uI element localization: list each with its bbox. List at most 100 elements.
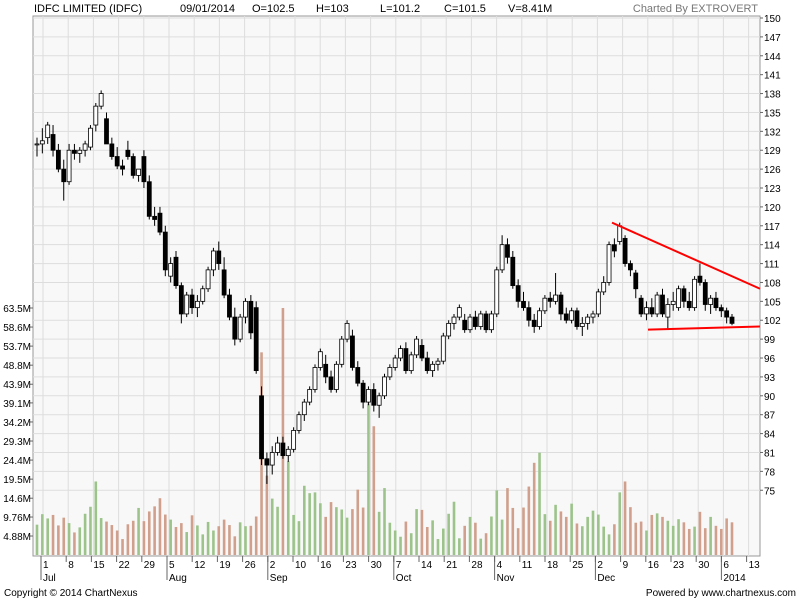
volume-bar (458, 538, 461, 555)
candle-body (221, 269, 227, 296)
volume-bar (613, 524, 616, 555)
volume-bar (447, 513, 450, 555)
volume-bar (164, 514, 167, 555)
candle-body (323, 363, 329, 378)
candle-body (510, 256, 516, 287)
volume-bar (703, 528, 707, 555)
candle-body (654, 294, 660, 315)
volume-bar (516, 528, 520, 555)
candle-up (194, 295, 200, 318)
candle-body (376, 395, 382, 406)
candle-body (184, 294, 190, 315)
candle-up (88, 125, 93, 151)
volume-bar (415, 509, 418, 555)
volume-bar (532, 462, 536, 555)
volume-bar (687, 528, 691, 555)
candle-down (130, 153, 136, 179)
candle-body (237, 316, 243, 340)
date-tick-label: 4 (497, 560, 503, 571)
volume-bar (570, 503, 573, 555)
candle-up (275, 436, 280, 456)
candle-body (205, 269, 211, 290)
candle-up (451, 313, 457, 330)
price-tick-label: 120 (764, 203, 781, 214)
candle-body (382, 376, 387, 397)
candle-up (285, 446, 291, 462)
candle-up (392, 354, 398, 371)
candle-down (114, 147, 120, 170)
date-tick-label: 15 (93, 560, 105, 571)
candle-down (697, 263, 703, 286)
candle-up (243, 298, 248, 324)
price-tick-label: 150 (764, 14, 781, 25)
candle-body (344, 322, 350, 340)
candle-down (547, 291, 553, 308)
volume-bar (121, 539, 124, 555)
candle-down (189, 288, 195, 314)
volume-bar (393, 530, 397, 555)
month-label: Aug (169, 573, 187, 584)
price-tick-label: 114 (764, 241, 780, 252)
volume-bar (404, 521, 408, 555)
volume-bar (180, 523, 183, 555)
volume-bar (730, 522, 734, 555)
candle-body (285, 448, 291, 457)
volume-tick-label: 43.9M (3, 380, 31, 391)
candle-down (72, 143, 77, 160)
volume-bar (698, 511, 702, 555)
candle-down (253, 301, 259, 374)
candle-body (574, 310, 580, 327)
date-tick-label: 23 (345, 560, 357, 571)
price-tick-label: 108 (764, 278, 781, 289)
price-tick-label: 90 (764, 392, 776, 403)
volume-bar (506, 488, 509, 555)
volume-bar (666, 520, 670, 555)
date-tick-label: 25 (572, 560, 584, 571)
volume-bar (212, 530, 215, 555)
date-tick-label: 16 (648, 560, 660, 571)
candle-body (531, 319, 537, 327)
price-tick-label: 135 (764, 108, 781, 119)
volume-bar (554, 504, 557, 555)
chart-brand: Charted By EXTROVERT (633, 3, 758, 15)
candle-up (387, 364, 393, 381)
volume-bar (436, 539, 440, 555)
volume-bar (602, 526, 605, 555)
volume-bar (46, 518, 49, 555)
candle-up (499, 235, 505, 274)
volume-bar (420, 509, 424, 555)
candle-body (456, 307, 462, 318)
volume-bar (527, 486, 531, 555)
candle-body (98, 93, 104, 107)
price-tick-label: 132 (764, 127, 781, 138)
volume-bar (153, 506, 156, 555)
volume-tick-label: 9.76M (3, 513, 31, 524)
candle-down (472, 310, 478, 330)
candle-body (601, 282, 607, 293)
volume-bar (693, 526, 696, 555)
price-axis: 75 78 81 84 87 90 93 96 99 102 105 108 111 114 117 120 1… (760, 14, 781, 497)
candle-body (692, 278, 697, 309)
volume-bar (35, 524, 39, 555)
date-tick-label: 16 (320, 560, 332, 571)
candle-up (676, 285, 681, 311)
date-tick-label: 1 (43, 560, 49, 571)
candle-body (248, 300, 254, 334)
volume-bar (618, 492, 622, 555)
price-tick-label: 102 (764, 316, 781, 327)
volume-bar (372, 426, 376, 555)
price-candles (34, 90, 735, 484)
price-tick-label: 117 (764, 222, 780, 233)
month-label: 2014 (723, 573, 746, 584)
header-low: L=101.2 (380, 3, 420, 15)
date-tick-label: 10 (295, 560, 307, 571)
volume-tick-label: 4.88M (3, 532, 31, 543)
candle-body (633, 272, 639, 290)
volume-bar (270, 498, 274, 555)
candle-body (681, 288, 687, 302)
candle-body (526, 307, 532, 321)
header-volume: V=8.41M (508, 3, 552, 15)
candle-down (483, 310, 489, 333)
volume-bar (671, 525, 675, 555)
